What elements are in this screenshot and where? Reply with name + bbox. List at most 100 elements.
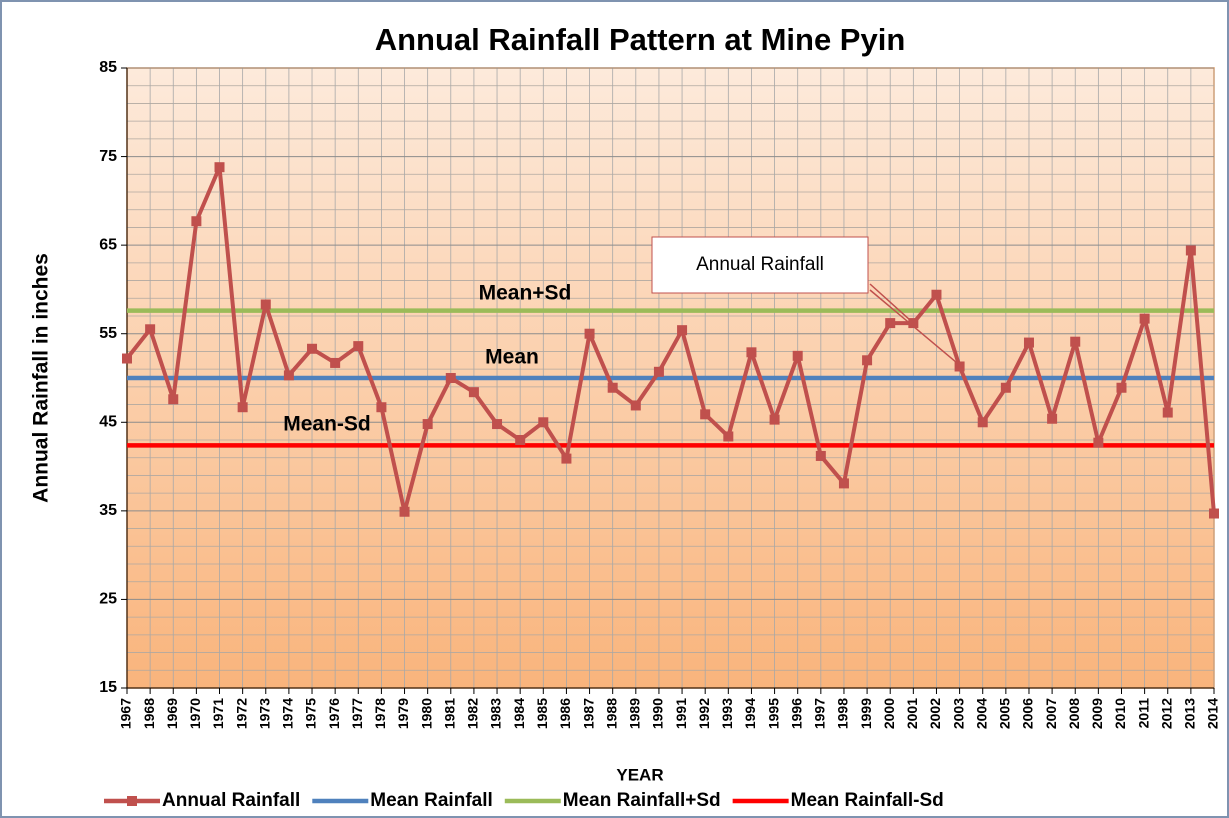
y-tick-label: 75: [99, 148, 117, 165]
point: [492, 419, 503, 430]
point: [885, 318, 896, 329]
legend-label: Mean Rainfall-Sd: [791, 790, 944, 811]
x-tick-label: 1981: [441, 698, 457, 729]
point: [653, 366, 664, 377]
point: [677, 325, 688, 336]
labels: 15 25 35 45 55 65 75 85 1967 1968 1969 1970 1971 1972…: [99, 59, 1221, 811]
point: [1185, 245, 1196, 256]
point: [422, 419, 433, 430]
x-tick-label: 1982: [465, 698, 481, 729]
series: [122, 162, 1219, 519]
point: [445, 373, 456, 383]
point: [862, 355, 873, 366]
y-tick-label: 25: [99, 591, 117, 608]
point: [283, 370, 294, 381]
x-tick-label: 2010: [1112, 698, 1128, 729]
point: [1116, 382, 1127, 393]
x-tick-label: 1977: [349, 698, 365, 729]
point: [468, 387, 479, 398]
x-tick-label: 1976: [326, 698, 342, 729]
x-tick-label: 2009: [1089, 698, 1105, 729]
x-tick-label: 1987: [580, 698, 596, 729]
point: [700, 409, 711, 420]
y-tick-label: 85: [99, 59, 117, 76]
point: [376, 402, 387, 413]
y-tick-label: 45: [99, 414, 117, 431]
x-tick-label: 2007: [1043, 698, 1059, 729]
point: [168, 394, 179, 405]
x-tick-label: 2012: [1158, 698, 1174, 729]
point: [330, 357, 341, 368]
point: [307, 343, 318, 354]
point: [260, 299, 271, 310]
point: [1139, 313, 1150, 324]
x-tick-label: 1989: [627, 698, 643, 729]
point: [1023, 337, 1034, 348]
x-tick-label: 1970: [187, 698, 203, 729]
x-tick-label: 1975: [303, 698, 319, 729]
x-tick-label: 1990: [650, 698, 666, 729]
point: [931, 289, 942, 300]
point: [1209, 508, 1219, 519]
y-tick-label: 55: [99, 325, 117, 342]
x-tick-label: 2006: [1020, 698, 1036, 729]
legend-label: Mean Rainfall+Sd: [563, 790, 721, 811]
point: [538, 417, 549, 428]
point: [584, 328, 595, 339]
x-tick-label: 1968: [141, 698, 157, 729]
x-tick-label: 2005: [997, 698, 1013, 729]
x-tick-label: 1973: [256, 698, 272, 729]
x-tick-label: 2000: [881, 698, 897, 729]
x-tick-label: 1985: [534, 698, 550, 729]
x-tick-label: 1969: [164, 698, 180, 729]
point: [954, 361, 965, 372]
x-tick-label: 2013: [1182, 698, 1198, 729]
x-tick-label: 1996: [788, 698, 804, 729]
x-tick-label: 1988: [603, 698, 619, 729]
point: [607, 382, 618, 393]
y-axis-title: Annual Rainfall in inches: [30, 253, 53, 503]
y-tick-label: 15: [99, 679, 117, 696]
point: [353, 341, 364, 352]
x-tick-label: 1986: [557, 698, 573, 729]
x-tick-label: 1997: [812, 698, 828, 729]
x-tick-label: 1978: [372, 698, 388, 729]
point: [838, 478, 849, 489]
x-tick-label: 1984: [511, 698, 527, 729]
point: [515, 435, 526, 445]
x-tick-label: 2014: [1205, 698, 1221, 729]
callout-box: [651, 236, 869, 294]
x-tick-label: 1998: [835, 698, 851, 729]
legend-label: Annual Rainfall: [162, 790, 300, 811]
x-tick-label: 1967: [118, 698, 134, 729]
legend-label: Mean Rainfall: [370, 790, 492, 811]
x-tick-label: 1991: [673, 698, 689, 729]
x-tick-label: 2011: [1135, 698, 1151, 729]
x-tick-label: 1994: [742, 698, 758, 729]
x-tick-label: 1993: [719, 698, 735, 729]
callout-arrow: [869, 289, 959, 365]
y-tick-label: 35: [99, 502, 117, 519]
annotation: Mean-Sd: [283, 413, 371, 436]
point: [792, 350, 803, 361]
x-tick-label: 2001: [904, 698, 920, 729]
x-tick-label: 1995: [765, 698, 781, 729]
point: [1070, 336, 1081, 347]
point: [399, 506, 410, 517]
point: [815, 450, 826, 461]
x-tick-label: 1979: [395, 698, 411, 729]
point: [746, 347, 757, 358]
point: [561, 453, 572, 464]
x-tick-label: 1971: [210, 698, 226, 729]
point: [1162, 407, 1173, 418]
point: [191, 216, 202, 227]
y-tick-label: 65: [99, 236, 117, 253]
point: [122, 353, 132, 364]
x-tick-label: 2008: [1066, 698, 1082, 729]
point: [1047, 413, 1058, 424]
callout-arrow: [869, 283, 914, 324]
point: [1000, 382, 1011, 393]
x-tick-label: 2003: [950, 698, 966, 729]
point: [769, 414, 780, 425]
